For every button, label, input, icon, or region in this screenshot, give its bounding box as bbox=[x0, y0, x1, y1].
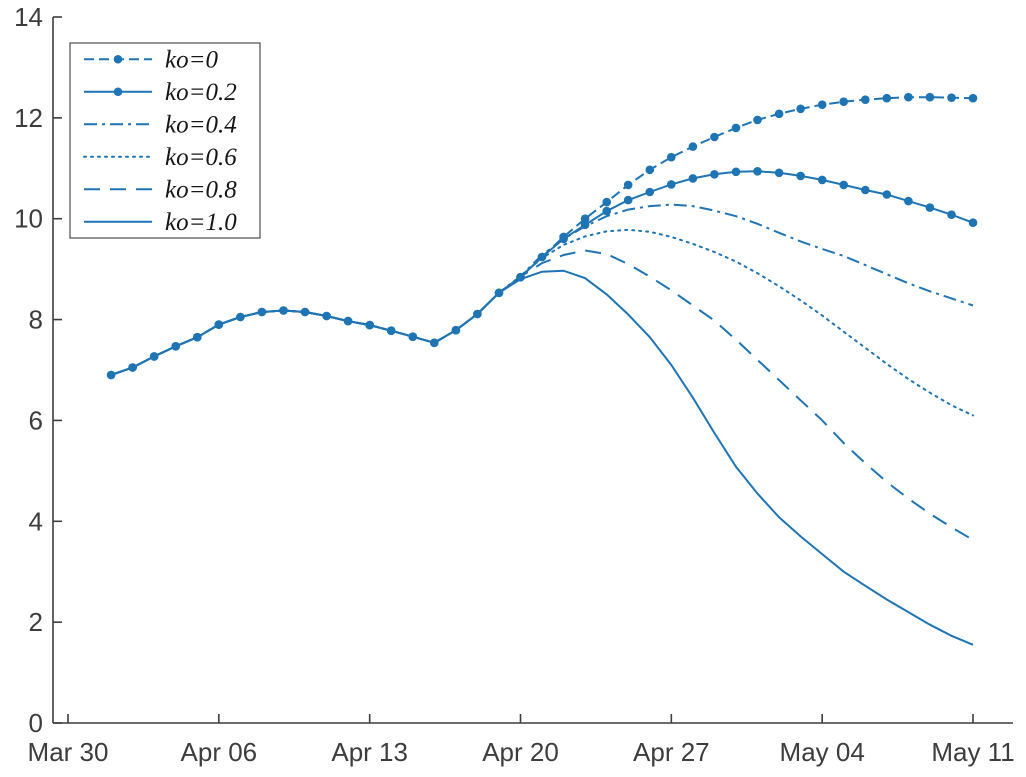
series-marker-ko-0 bbox=[537, 252, 547, 262]
series-marker-ko-0 bbox=[559, 232, 568, 242]
series-marker-ko-0 bbox=[106, 370, 116, 380]
y-tick-label: 10 bbox=[14, 204, 43, 234]
y-tick-label: 12 bbox=[14, 103, 43, 133]
series-marker-ko-0 bbox=[947, 93, 956, 102]
series-marker-ko-0-2 bbox=[667, 180, 676, 189]
legend-label-ko-0: ko=0 bbox=[165, 46, 218, 73]
series-marker-ko-0 bbox=[300, 307, 310, 317]
series-marker-ko-0 bbox=[645, 165, 655, 175]
series-marker-ko-0 bbox=[774, 109, 784, 119]
series-marker-ko-0 bbox=[214, 320, 224, 329]
x-tick-label: May 11 bbox=[931, 737, 1014, 767]
series-marker-ko-0 bbox=[602, 197, 611, 207]
x-tick-label: Mar 30 bbox=[28, 737, 109, 767]
series-marker-ko-0 bbox=[968, 93, 978, 103]
series-marker-ko-0 bbox=[882, 93, 892, 103]
series-marker-ko-0-2 bbox=[904, 196, 913, 206]
series-marker-ko-0 bbox=[667, 152, 676, 162]
series-marker-ko-0-2 bbox=[710, 170, 719, 179]
y-tick-label: 8 bbox=[29, 305, 43, 335]
legend-box[interactable] bbox=[69, 42, 261, 239]
series-marker-ko-0 bbox=[128, 363, 137, 372]
legend-marker-sample-ko-0 bbox=[113, 54, 123, 64]
series-marker-ko-0-2 bbox=[839, 180, 848, 190]
y-tick-label: 2 bbox=[29, 607, 43, 637]
y-tick-label: 4 bbox=[29, 506, 43, 536]
series-marker-ko-0 bbox=[193, 332, 202, 342]
series-marker-ko-0 bbox=[817, 100, 827, 109]
legend-label-ko-0-8: ko=0.8 bbox=[165, 176, 237, 203]
series-marker-ko-0-2 bbox=[947, 210, 956, 219]
series-marker-ko-0-2 bbox=[753, 167, 762, 176]
legend-label-ko-1-0: ko=1.0 bbox=[165, 209, 237, 236]
series-marker-ko-0-2 bbox=[731, 167, 741, 177]
series-marker-ko-0 bbox=[279, 306, 288, 315]
series-marker-ko-0 bbox=[494, 288, 504, 298]
series-marker-ko-0 bbox=[839, 97, 848, 106]
series-marker-ko-0 bbox=[386, 326, 396, 336]
series-marker-ko-0 bbox=[861, 95, 870, 104]
series-marker-ko-0 bbox=[796, 104, 805, 114]
legend-label-ko-0-2: ko=0.2 bbox=[165, 79, 237, 106]
series-marker-ko-0 bbox=[236, 312, 245, 322]
series-marker-ko-0-2 bbox=[688, 174, 698, 183]
series-marker-ko-0-2 bbox=[968, 218, 978, 227]
series-marker-ko-0 bbox=[753, 115, 762, 125]
series-marker-ko-0 bbox=[322, 311, 331, 321]
y-tick-label: 6 bbox=[29, 405, 43, 435]
series-marker-ko-0 bbox=[430, 338, 439, 348]
series-marker-ko-0-2 bbox=[645, 187, 655, 197]
series-marker-ko-0 bbox=[451, 325, 461, 335]
series-marker-ko-0 bbox=[710, 132, 719, 142]
series-line-ko-0 bbox=[110, 96, 974, 376]
x-tick-label: Apr 06 bbox=[181, 737, 258, 767]
series-marker-ko-0-2 bbox=[817, 175, 827, 185]
series-marker-ko-0-2 bbox=[623, 195, 633, 205]
y-tick-label: 14 bbox=[14, 2, 43, 32]
series-marker-ko-0-2 bbox=[861, 185, 870, 195]
series-marker-ko-0 bbox=[171, 342, 180, 351]
series-marker-ko-0 bbox=[623, 180, 633, 190]
series-marker-ko-0 bbox=[688, 142, 698, 151]
x-tick-label: Apr 13 bbox=[331, 737, 408, 767]
series-marker-ko-0-2 bbox=[580, 220, 590, 230]
series-marker-ko-0 bbox=[904, 92, 913, 102]
series-marker-ko-0 bbox=[257, 307, 267, 317]
series-marker-ko-0 bbox=[473, 309, 482, 319]
series-marker-ko-0-2 bbox=[774, 168, 784, 178]
series-marker-ko-0 bbox=[731, 123, 741, 133]
series-marker-ko-0 bbox=[516, 272, 525, 282]
y-tick-label: 0 bbox=[29, 708, 43, 738]
legend-label-ko-0-4: ko=0.4 bbox=[165, 111, 237, 138]
series-marker-ko-0 bbox=[925, 92, 935, 102]
series-marker-ko-0-2 bbox=[882, 190, 892, 199]
series-marker-ko-0 bbox=[343, 316, 353, 326]
x-tick-label: Apr 20 bbox=[482, 737, 559, 767]
series-marker-ko-0 bbox=[365, 320, 375, 330]
legend-marker-sample-ko-0-2 bbox=[113, 87, 123, 97]
series-marker-ko-0 bbox=[149, 352, 159, 361]
series-marker-ko-0 bbox=[408, 332, 418, 342]
x-tick-label: Apr 27 bbox=[633, 737, 710, 767]
series-marker-ko-0-2 bbox=[925, 203, 935, 212]
series-marker-ko-0 bbox=[580, 214, 590, 223]
series-marker-ko-0-2 bbox=[796, 171, 805, 181]
legend-label-ko-0-6: ko=0.6 bbox=[165, 144, 237, 171]
x-tick-label: May 04 bbox=[780, 737, 865, 767]
series-marker-ko-0-2 bbox=[602, 206, 611, 216]
